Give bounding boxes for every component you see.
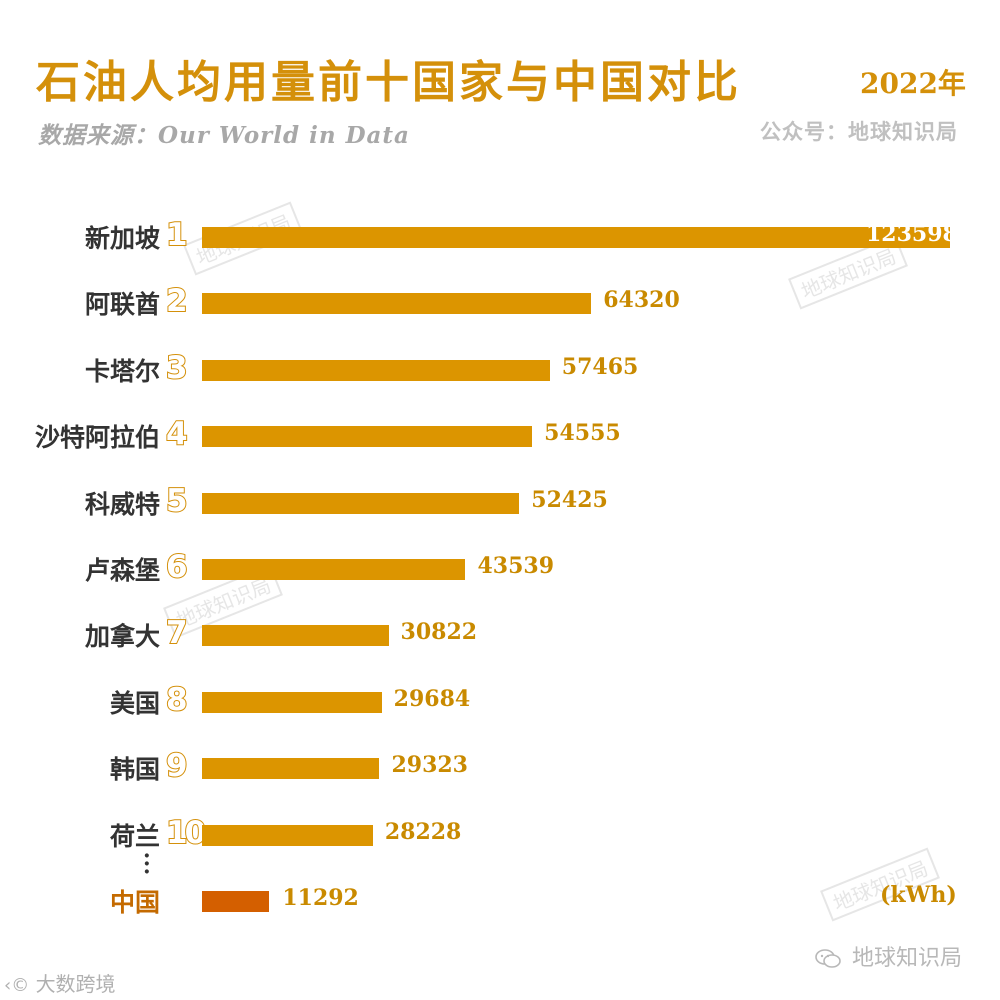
wechat-icon [815,949,841,968]
bar [202,293,592,315]
country-label: 荷兰 [109,821,160,851]
value-label: 54555 [544,420,621,447]
country-label: 新加坡 [84,224,160,253]
rank-number: 8 [165,681,188,719]
value-label: 64320 [603,287,680,314]
rank-number: 7 [165,614,188,652]
bar [202,559,466,580]
country-label: 加拿大 [84,622,160,652]
unit-label: (kWh) [880,882,957,908]
bar [202,824,373,846]
bar [202,891,269,912]
value-label: 28228 [384,818,462,845]
country-label: 沙特阿拉伯 [34,423,160,453]
footer-right-text: 地球知识局 [852,946,963,971]
value-label: 123598 [866,221,958,247]
bar [202,625,389,647]
bar [202,227,950,248]
rank-number: 6 [165,548,188,586]
country-label: 韩国 [109,755,160,785]
value-label: 52425 [531,486,608,513]
brand-logo-icon: ‹© [4,975,30,996]
country-label: 阿联酋 [84,290,160,320]
data-source: 数据来源：Our World in Data [38,122,410,149]
footer-left-text: 大数跨境 [35,972,116,996]
value-label: 29684 [393,685,471,712]
bar [202,691,382,713]
footer-watermark-left: ‹© 大数跨境 [4,968,116,997]
ellipsis-dots: · · · [143,843,151,885]
rank-number: 9 [165,747,188,785]
rank-number: 4 [165,415,188,453]
country-label: 卢森堡 [84,556,160,585]
rank-number: 5 [165,482,188,520]
chart-year: 2022年 [860,67,966,100]
bar [202,359,550,381]
rank-number: 2 [165,282,188,320]
account-credit: 公众号：地球知识局 [760,119,958,144]
country-label: 卡塔尔 [84,356,160,386]
country-label: 美国 [109,688,160,718]
value-label: 29323 [391,752,468,779]
bar [202,758,380,780]
value-label: 11292 [282,885,359,911]
value-label: 57465 [561,353,639,380]
bar [202,426,533,448]
rank-number: 10 [165,814,207,852]
rank-number: 1 [165,216,188,254]
rank-number: 3 [165,349,188,387]
value-label: 43539 [477,553,555,579]
footer-watermark-right: 地球知识局 [815,940,962,972]
bar [202,492,520,514]
country-label: 科威特 [84,489,160,519]
value-label: 30822 [400,619,478,646]
country-label: 中国 [109,888,160,917]
chart-title: 石油人均用量前十国家与中国对比 [36,57,741,108]
